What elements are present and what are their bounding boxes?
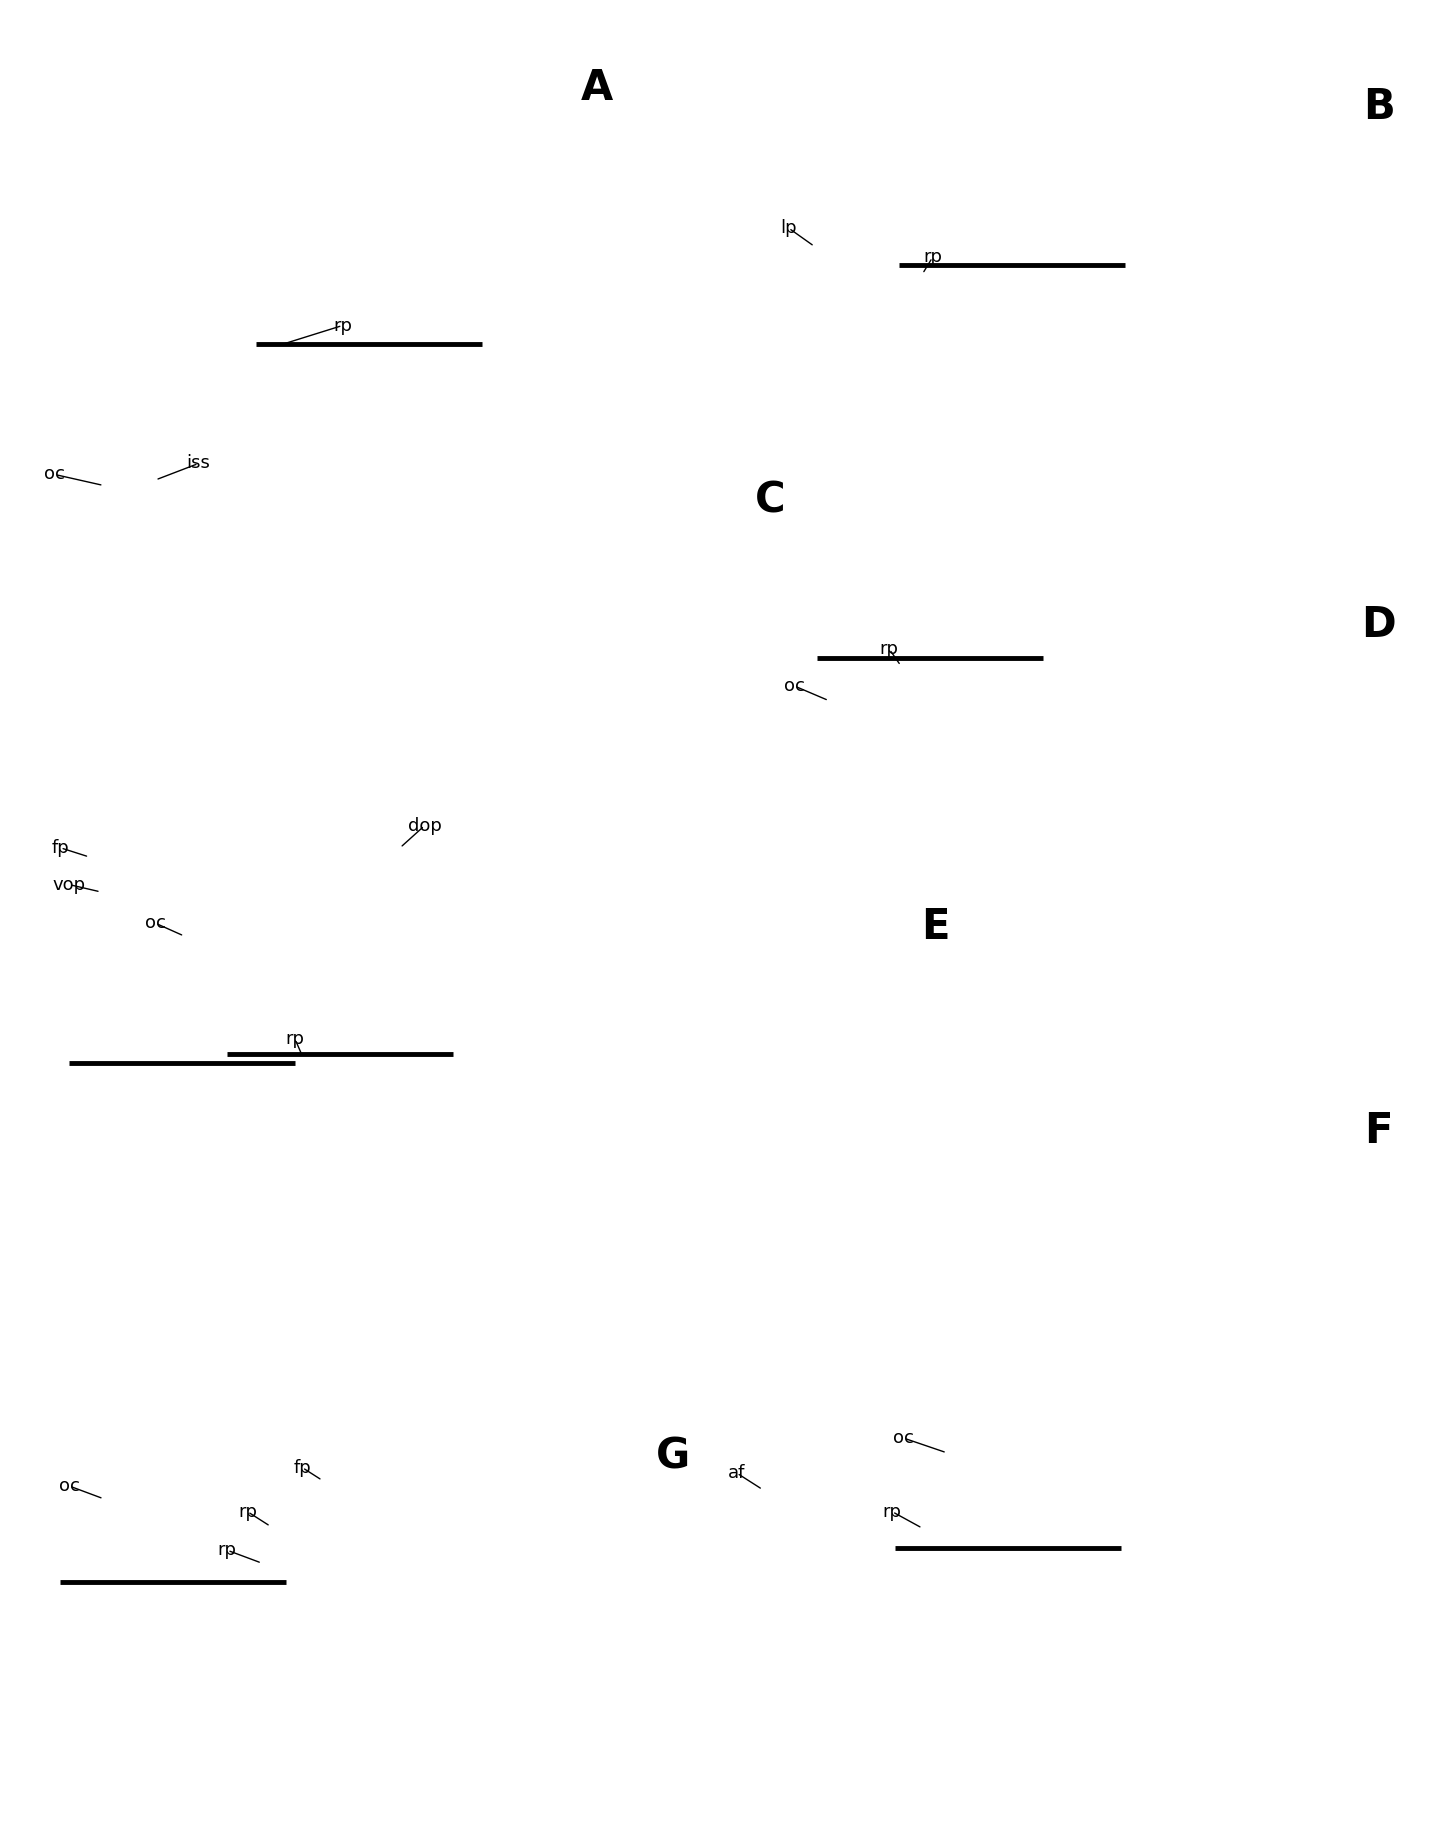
Text: lp: lp xyxy=(780,219,797,237)
Text: rp: rp xyxy=(882,1502,902,1521)
Text: vop: vop xyxy=(52,875,86,894)
Text: G: G xyxy=(656,1436,691,1477)
Text: rp: rp xyxy=(237,1502,258,1521)
Text: fp: fp xyxy=(294,1458,311,1477)
Text: oc: oc xyxy=(894,1429,914,1447)
Text: rp: rp xyxy=(922,248,943,267)
Text: D: D xyxy=(1361,605,1396,645)
Text: F: F xyxy=(1364,1111,1393,1151)
Text: rp: rp xyxy=(332,316,353,335)
Text: dop: dop xyxy=(407,817,442,835)
Text: B: B xyxy=(1363,86,1394,127)
Text: fp: fp xyxy=(52,839,69,857)
Text: C: C xyxy=(754,480,786,520)
Text: af: af xyxy=(728,1464,745,1482)
Text: E: E xyxy=(921,907,950,947)
Text: rp: rp xyxy=(217,1541,237,1559)
Text: oc: oc xyxy=(59,1477,79,1495)
Text: oc: oc xyxy=(45,465,65,484)
Text: rp: rp xyxy=(879,640,899,658)
Text: iss: iss xyxy=(187,454,210,473)
Text: oc: oc xyxy=(145,914,165,932)
Text: oc: oc xyxy=(784,677,804,695)
Text: rp: rp xyxy=(285,1030,305,1048)
Text: A: A xyxy=(581,68,613,109)
